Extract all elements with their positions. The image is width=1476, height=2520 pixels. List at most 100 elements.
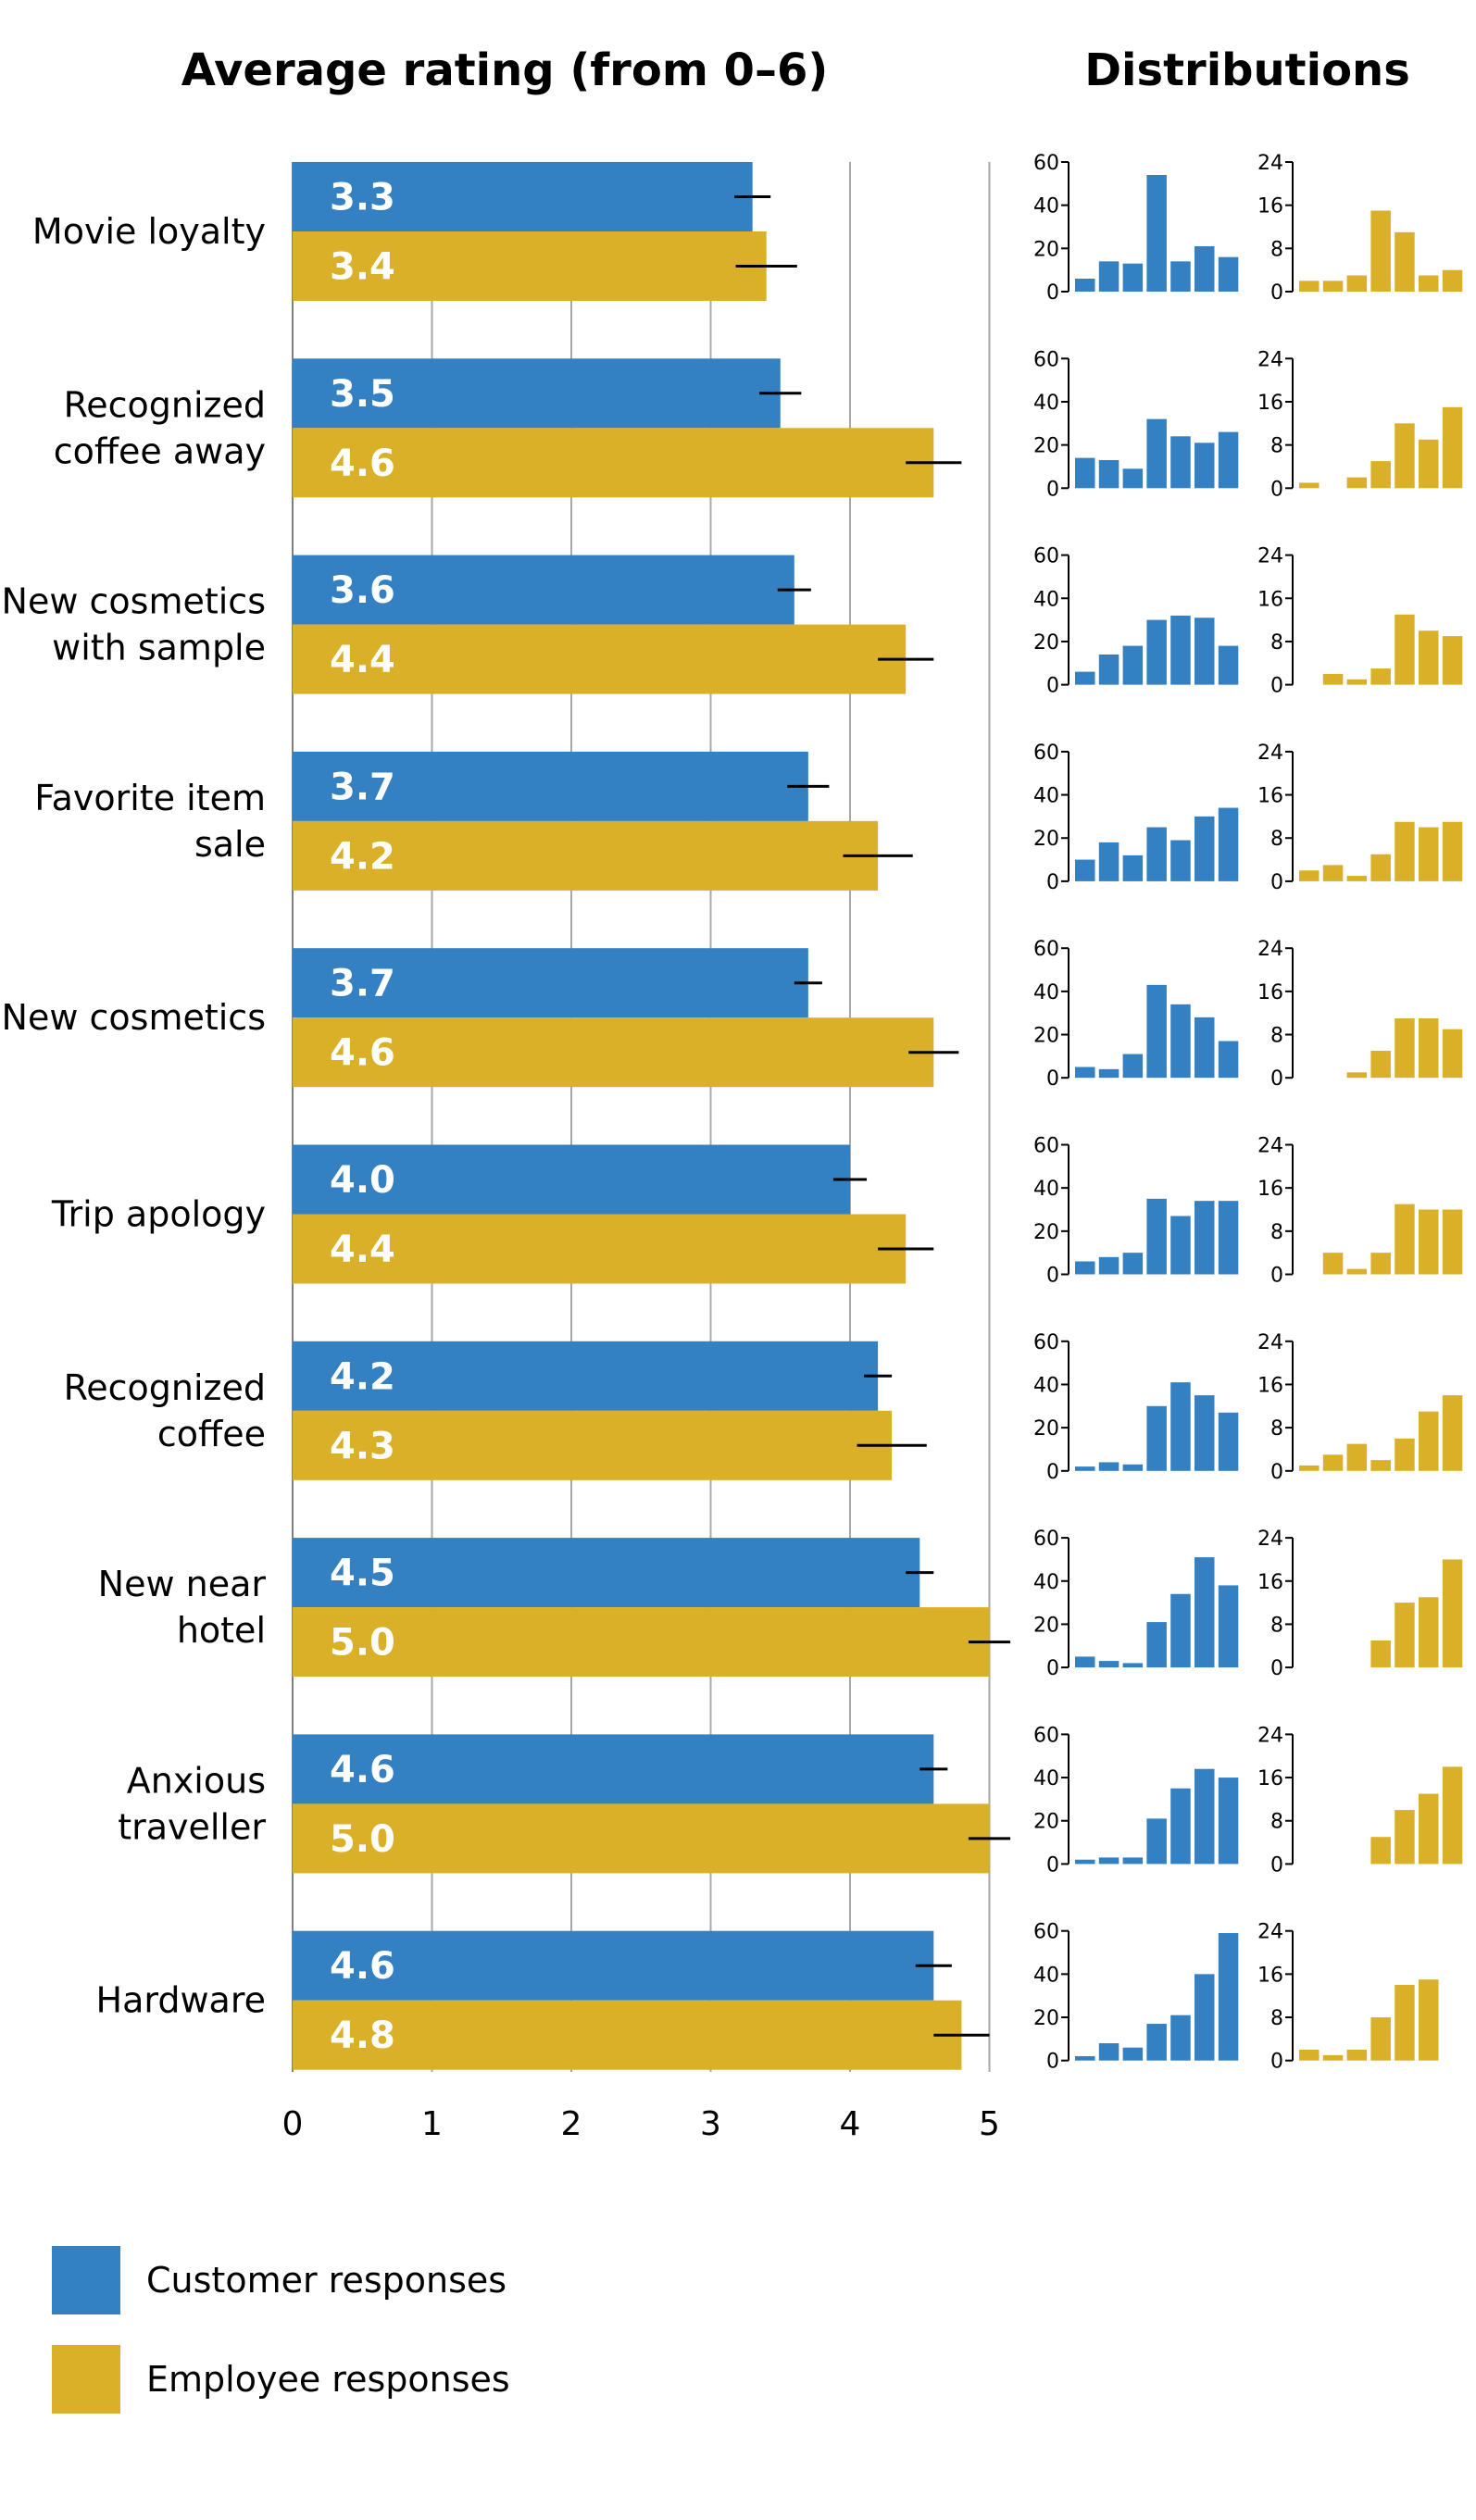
employee-dist-bar — [1442, 269, 1463, 292]
employee-dist-bar — [1419, 275, 1439, 292]
customer-dist-bar — [1098, 2043, 1120, 2061]
employee-dist-tick-label: 24 — [1257, 1331, 1283, 1354]
customer-dist-bar — [1195, 1395, 1215, 1471]
employee-dist-tick-label: 0 — [1270, 1265, 1283, 1288]
customer-dist-bar — [1122, 1464, 1144, 1471]
customer-dist-tick-label: 40 — [1033, 785, 1059, 808]
customer-dist-bar — [1195, 443, 1215, 489]
category-label: Trip apology — [51, 1194, 266, 1235]
employee-dist-bar — [1419, 630, 1439, 685]
x-tick-label: 1 — [421, 2105, 443, 2143]
customer-dist-bar — [1122, 2047, 1144, 2061]
employee-dist-tick-label: 24 — [1257, 938, 1283, 961]
customer-dist-bar — [1170, 1004, 1191, 1079]
customer-dist-bar — [1075, 1859, 1095, 1865]
category-label: Recognized — [64, 384, 266, 425]
customer-dist-bar — [1218, 807, 1239, 881]
customer-dist-bar — [1195, 816, 1215, 881]
legend-label-customer: Customer responses — [146, 2260, 507, 2301]
customer-dist-tick-label: 60 — [1033, 348, 1059, 371]
employee-dist-tick-label: 24 — [1257, 348, 1283, 371]
category-label: with sample — [52, 628, 266, 668]
customer-dist-tick-label: 20 — [1033, 2007, 1059, 2030]
employee-dist-tick-label: 24 — [1257, 1528, 1283, 1551]
customer-bar — [293, 1538, 920, 1608]
customer-dist-bar — [1122, 1253, 1144, 1275]
employee-dist-bar — [1442, 1395, 1463, 1471]
employee-dist-bar — [1370, 1460, 1391, 1471]
employee-dist-bar — [1370, 1837, 1391, 1865]
employee-dist-bar — [1322, 281, 1344, 292]
employee-bar — [293, 1803, 990, 1874]
customer-dist-bar — [1075, 457, 1095, 489]
customer-dist-bar — [1075, 1261, 1095, 1275]
customer-dist-tick-label: 20 — [1033, 828, 1059, 851]
employee-dist-tick-label: 0 — [1270, 478, 1283, 501]
category-label: New cosmetics — [2, 581, 266, 622]
customer-dist-bar — [1218, 256, 1239, 292]
customer-value-label: 4.6 — [330, 1749, 395, 1791]
employee-value-label: 4.2 — [330, 835, 395, 878]
employee-dist-bar — [1346, 876, 1368, 881]
employee-dist-bar — [1442, 1209, 1463, 1275]
customer-dist-bar — [1075, 1067, 1095, 1079]
category-label: New cosmetics — [2, 997, 266, 1038]
customer-value-label: 3.7 — [330, 766, 395, 808]
employee-dist-bar — [1299, 281, 1320, 292]
customer-dist-tick-label: 60 — [1033, 1921, 1059, 1944]
employee-dist-bar — [1322, 1454, 1344, 1471]
customer-dist-bar — [1075, 671, 1095, 685]
customer-dist-tick-label: 40 — [1033, 1374, 1059, 1397]
employee-dist-bar — [1370, 210, 1391, 292]
customer-dist-bar — [1098, 261, 1120, 292]
customer-dist-tick-label: 40 — [1033, 392, 1059, 415]
customer-dist-tick-label: 20 — [1033, 238, 1059, 261]
customer-dist-bar — [1195, 1557, 1215, 1668]
customer-dist-bar — [1098, 1462, 1120, 1471]
employee-dist-tick-label: 16 — [1257, 785, 1283, 808]
employee-dist-bar — [1442, 406, 1463, 489]
customer-dist-tick-label: 40 — [1033, 1767, 1059, 1790]
customer-dist-bar — [1098, 654, 1120, 685]
customer-dist-tick-label: 20 — [1033, 631, 1059, 655]
customer-dist-bar — [1075, 279, 1095, 292]
employee-value-label: 5.0 — [330, 1622, 395, 1665]
category-label: Anxious — [127, 1760, 266, 1801]
category-label: New near — [98, 1564, 267, 1604]
customer-dist-tick-label: 40 — [1033, 1178, 1059, 1201]
employee-dist-bar — [1395, 423, 1415, 489]
customer-dist-bar — [1146, 1198, 1167, 1275]
customer-dist-bar — [1146, 1622, 1167, 1668]
employee-bar — [293, 428, 934, 498]
employee-dist-tick-label: 8 — [1270, 631, 1283, 655]
customer-dist-bar — [1122, 1663, 1144, 1668]
customer-dist-bar — [1218, 1933, 1239, 2061]
employee-dist-bar — [1419, 1209, 1439, 1275]
employee-dist-tick-label: 8 — [1270, 1025, 1283, 1048]
employee-dist-bar — [1346, 1443, 1368, 1471]
customer-dist-bar — [1195, 618, 1215, 685]
customer-dist-tick-label: 0 — [1046, 871, 1059, 894]
legend-label-employee: Employee responses — [146, 2359, 510, 2400]
customer-dist-bar — [1146, 619, 1167, 685]
employee-value-label: 3.4 — [330, 246, 395, 289]
customer-bar — [293, 1341, 879, 1411]
employee-bar — [293, 624, 907, 694]
category-label: coffee — [157, 1414, 266, 1454]
customer-dist-bar — [1146, 1405, 1167, 1471]
employee-dist-bar — [1419, 439, 1439, 489]
employee-dist-tick-label: 16 — [1257, 588, 1283, 611]
employee-value-label: 4.6 — [330, 443, 395, 485]
employee-bar — [293, 1410, 893, 1480]
employee-dist-bar — [1442, 1559, 1463, 1668]
employee-dist-bar — [1346, 1072, 1368, 1079]
employee-dist-bar — [1346, 2050, 1368, 2061]
employee-value-label: 4.4 — [330, 1229, 395, 1271]
employee-dist-tick-label: 8 — [1270, 2007, 1283, 2030]
customer-dist-bar — [1218, 1041, 1239, 1079]
employee-dist-bar — [1442, 821, 1463, 881]
employee-dist-bar — [1370, 461, 1391, 489]
employee-dist-bar — [1442, 1029, 1463, 1079]
customer-dist-bar — [1170, 1216, 1191, 1275]
customer-dist-bar — [1170, 261, 1191, 292]
